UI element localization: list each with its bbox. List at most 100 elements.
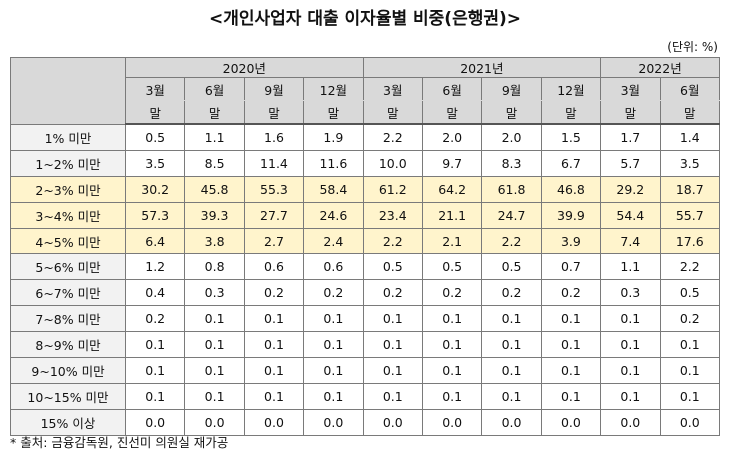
cell-value: 46.8 bbox=[540, 175, 602, 203]
cell-value: 2.0 bbox=[481, 123, 542, 151]
title: <개인사업자 대출 이자율별 비중(은행권)> bbox=[208, 9, 522, 29]
cell-value: 0.2 bbox=[362, 279, 423, 307]
cell-value: 24.6 bbox=[303, 201, 364, 229]
cell-value: 0.0 bbox=[540, 408, 602, 436]
cell-value: 1.1 bbox=[600, 253, 661, 281]
corner-cell bbox=[10, 57, 126, 125]
cell-value: 0.1 bbox=[243, 382, 305, 410]
cell-value: 2.2 bbox=[362, 227, 423, 255]
cell-value: 8.5 bbox=[184, 149, 245, 177]
cell-value: 0.6 bbox=[303, 253, 364, 281]
month-header: 3월 bbox=[362, 77, 423, 101]
cell-value: 2.7 bbox=[243, 227, 305, 255]
month-suffix: 말 bbox=[303, 100, 364, 125]
cell-value: 0.5 bbox=[421, 253, 483, 281]
cell-value: 0.1 bbox=[421, 357, 483, 384]
cell-value: 0.1 bbox=[481, 382, 542, 410]
cell-value: 0.5 bbox=[481, 253, 542, 281]
cell-value: 3.8 bbox=[184, 227, 245, 255]
month-suffix: 말 bbox=[481, 100, 542, 125]
cell-value: 0.1 bbox=[659, 331, 721, 359]
header-row: 2020년 2021년 2022년 bbox=[10, 57, 720, 125]
year-header: 2020년 bbox=[125, 57, 364, 78]
cell-value: 0.1 bbox=[362, 305, 423, 333]
cell-value: 11.6 bbox=[303, 149, 364, 177]
cell-value: 0.0 bbox=[600, 408, 661, 436]
month-header: 6월 bbox=[421, 77, 483, 101]
cell-value: 0.1 bbox=[659, 357, 721, 384]
cell-value: 0.1 bbox=[481, 331, 542, 359]
cell-value: 0.3 bbox=[600, 279, 661, 307]
cell-value: 0.8 bbox=[184, 253, 245, 281]
month-header: 6월 bbox=[659, 77, 721, 101]
cell-value: 0.1 bbox=[362, 357, 423, 384]
cell-value: 23.4 bbox=[362, 201, 423, 229]
cell-value: 24.7 bbox=[481, 201, 542, 229]
cell-value: 0.1 bbox=[362, 331, 423, 359]
cell-value: 0.0 bbox=[421, 408, 483, 436]
month-header: 6월 bbox=[184, 77, 245, 101]
cell-value: 0.2 bbox=[540, 279, 602, 307]
cell-value: 0.5 bbox=[659, 279, 721, 307]
cell-value: 0.1 bbox=[600, 331, 661, 359]
header-row: 3월 6월 9월 12월 3월 6월 9월 12월 3월 6월 bbox=[11, 77, 721, 101]
cell-value: 0.3 bbox=[184, 279, 245, 307]
data-table: 2020년 2021년 2022년 3월 6월 9월 12월 3월 6월 9월 12월 3월 6월 말 말 말… bbox=[10, 57, 721, 436]
cell-value: 0.0 bbox=[243, 408, 305, 436]
cell-value: 0.1 bbox=[303, 357, 364, 384]
cell-value: 0.1 bbox=[243, 305, 305, 333]
month-suffix: 말 bbox=[540, 100, 602, 125]
row-label: 8~9% 미만 bbox=[10, 331, 126, 359]
cell-value: 0.2 bbox=[481, 279, 542, 307]
cell-value: 45.8 bbox=[184, 175, 245, 203]
cell-value: 1.1 bbox=[184, 123, 245, 151]
cell-value: 27.7 bbox=[243, 201, 305, 229]
cell-value: 0.1 bbox=[184, 357, 245, 384]
row-label: 1~2% 미만 bbox=[10, 149, 126, 177]
month-header: 9월 bbox=[481, 77, 542, 101]
table-row: 5~6% 미만 1.2 0.8 0.6 0.6 0.5 0.5 0.5 0.7 1.1 2.2 bbox=[10, 253, 721, 281]
cell-value: 2.2 bbox=[362, 123, 423, 151]
cell-value: 0.1 bbox=[124, 331, 186, 359]
table-row: 15% 이상 0.0 0.0 0.0 0.0 0.0 0.0 0.0 0.0 0.0 0.0 bbox=[10, 408, 721, 436]
cell-value: 0.1 bbox=[600, 305, 661, 333]
row-label: 4~5% 미만 bbox=[10, 227, 126, 255]
month-suffix: 말 bbox=[243, 100, 305, 125]
cell-value: 0.0 bbox=[303, 408, 364, 436]
cell-value: 0.1 bbox=[303, 382, 364, 410]
cell-value: 55.7 bbox=[659, 201, 721, 229]
row-label: 3~4% 미만 bbox=[10, 201, 126, 229]
cell-value: 1.6 bbox=[243, 123, 305, 151]
cell-value: 1.4 bbox=[659, 123, 721, 151]
cell-value: 64.2 bbox=[421, 175, 483, 203]
cell-value: 0.0 bbox=[124, 408, 186, 436]
cell-value: 10.0 bbox=[362, 149, 423, 177]
cell-value: 0.2 bbox=[243, 279, 305, 307]
cell-value: 0.2 bbox=[421, 279, 483, 307]
table-row: 3~4% 미만 57.3 39.3 27.7 24.6 23.4 21.1 24.7 39.9 5… bbox=[10, 201, 721, 229]
cell-value: 0.0 bbox=[184, 408, 245, 436]
table-row: 7~8% 미만 0.2 0.1 0.1 0.1 0.1 0.1 0.1 0.1 0.1 0.2 bbox=[10, 305, 721, 333]
cell-value: 1.5 bbox=[540, 123, 602, 151]
month-header: 12월 bbox=[303, 77, 364, 101]
month-suffix: 말 bbox=[421, 100, 483, 125]
cell-value: 5.7 bbox=[600, 149, 661, 177]
cell-value: 57.3 bbox=[124, 201, 186, 229]
cell-value: 0.1 bbox=[600, 382, 661, 410]
row-label: 5~6% 미만 bbox=[10, 253, 126, 281]
cell-value: 1.2 bbox=[124, 253, 186, 281]
row-label: 2~3% 미만 bbox=[10, 175, 126, 203]
cell-value: 0.4 bbox=[124, 279, 186, 307]
cell-value: 0.1 bbox=[421, 382, 483, 410]
month-header: 9월 bbox=[243, 77, 305, 101]
cell-value: 0.1 bbox=[540, 305, 602, 333]
cell-value: 17.6 bbox=[659, 227, 721, 255]
month-header: 3월 bbox=[600, 77, 661, 101]
month-suffix: 말 bbox=[124, 100, 186, 125]
row-label: 1% 미만 bbox=[10, 123, 126, 151]
row-label: 7~8% 미만 bbox=[10, 305, 126, 333]
cell-value: 0.1 bbox=[184, 382, 245, 410]
cell-value: 0.1 bbox=[481, 305, 542, 333]
